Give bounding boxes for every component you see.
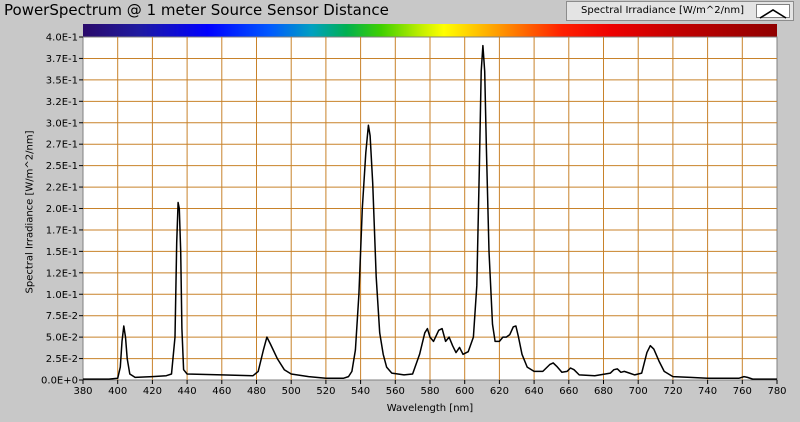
chart-title: PowerSpectrum @ 1 meter Source Sensor Di… [4, 1, 389, 19]
series-line-spectral-irradiance [83, 44, 777, 380]
legend-line-icon [759, 9, 787, 19]
x-tick-label: 780 [767, 386, 786, 397]
y-tick-label: 1.2E-1 [46, 268, 78, 279]
legend-line-swatch[interactable] [756, 4, 790, 19]
y-tick-label: 2.7E-1 [46, 140, 78, 151]
x-tick-label: 600 [455, 386, 474, 397]
legend[interactable]: Spectral Irradiance [W/m^2/nm] [566, 1, 794, 21]
x-tick-label: 440 [178, 386, 197, 397]
y-tick-label: 7.5E-2 [46, 311, 78, 322]
x-tick-label: 760 [733, 386, 752, 397]
x-tick-label: 720 [663, 386, 682, 397]
y-tick-label: 3.2E-1 [46, 97, 78, 108]
y-tick-label: 3.0E-1 [46, 118, 78, 129]
y-tick-label: 2.5E-1 [46, 161, 78, 172]
x-tick-label: 680 [594, 386, 613, 397]
y-tick-label: 4.0E-1 [46, 33, 78, 44]
y-tick-label: 1.0E-1 [46, 290, 78, 301]
x-axis-label: Wavelength [nm] [386, 403, 474, 414]
x-tick-label: 700 [629, 386, 648, 397]
y-axis-label: Spectral Irradiance [W/m^2/nm] [24, 130, 36, 294]
y-tick-label: 3.7E-1 [46, 54, 78, 65]
x-tick-label: 480 [247, 386, 266, 397]
y-tick-label: 2.5E-2 [46, 354, 78, 365]
legend-entry-label: Spectral Irradiance [W/m^2/nm] [581, 5, 744, 16]
x-tick-label: 380 [73, 386, 92, 397]
x-tick-label: 660 [559, 386, 578, 397]
x-tick-label: 640 [525, 386, 544, 397]
y-tick-label: 2.0E-1 [46, 204, 78, 215]
x-tick-label: 500 [282, 386, 301, 397]
x-tick-label: 560 [386, 386, 405, 397]
y-tick-label: 0.0E+0 [41, 376, 78, 387]
y-axis-ticks: 0.0E+0 2.5E-2 5.0E-2 7.5E-2 1.0E-1 1.2E-1 1.5E… [41, 33, 83, 387]
visible-spectrum-color-bar [83, 24, 777, 37]
x-tick-label: 420 [143, 386, 162, 397]
x-tick-label: 460 [212, 386, 231, 397]
x-tick-label: 620 [490, 386, 509, 397]
x-tick-label: 400 [108, 386, 127, 397]
y-tick-label: 3.5E-1 [46, 75, 78, 86]
x-tick-label: 580 [420, 386, 439, 397]
y-tick-label: 1.7E-1 [46, 225, 78, 236]
x-tick-label: 520 [316, 386, 335, 397]
x-axis-ticks: 380 400 420 440 460 480 500 520 540 560 580 600 620 6… [73, 380, 787, 397]
x-tick-label: 740 [698, 386, 717, 397]
x-tick-label: 540 [351, 386, 370, 397]
grid-lines [83, 37, 777, 380]
y-tick-label: 1.5E-1 [46, 247, 78, 258]
y-tick-label: 5.0E-2 [46, 333, 78, 344]
y-tick-label: 2.2E-1 [46, 183, 78, 194]
